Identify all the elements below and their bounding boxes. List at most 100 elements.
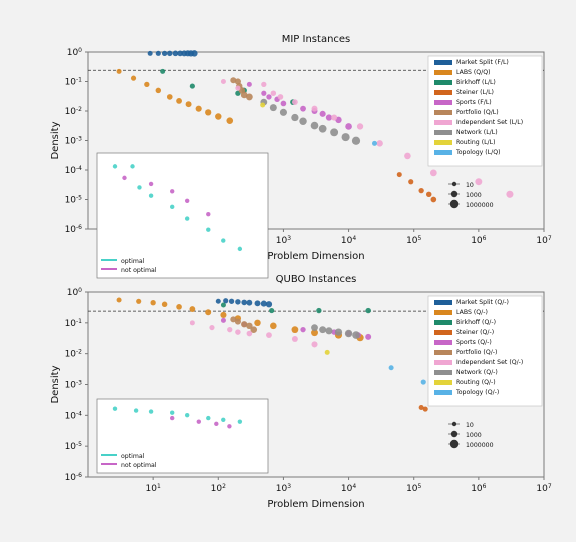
point-market_split [254,300,261,307]
point-steiner [422,406,428,412]
legend-swatch [434,120,452,125]
y-tick-base: 10 [67,48,79,58]
point-portfolio [234,318,241,325]
chart-title: MIP Instances [282,34,351,45]
x-tick-exponent: 1 [157,483,161,490]
y-tick-label: 10-1 [65,76,83,88]
point-independent_set [311,341,318,348]
point-market_split [228,298,235,304]
inset-point-optimal [133,408,139,413]
y-tick-exponent: -4 [76,165,82,172]
inset-point-not-optimal [196,419,201,424]
x-tick-label: 104 [341,483,356,495]
point-labs [116,68,122,74]
y-tick-base: 10 [65,350,77,360]
inset-point-not-optimal [122,175,127,181]
legend-swatch [434,140,452,145]
inset-legend-label: optimal [121,453,145,460]
legend-swatch [434,110,452,115]
point-portfolio [245,93,253,101]
x-tick-base: 10 [146,484,158,494]
y-tick-label: 100 [67,47,82,59]
legend-swatch [434,300,452,305]
x-tick-label: 107 [536,483,551,495]
inset-point-optimal [148,193,154,198]
point-labs [150,300,156,306]
point-independent_set [311,105,318,112]
point-market_split [191,50,198,57]
point-network [352,331,360,339]
point-network [341,133,350,142]
point-labs [130,75,137,81]
point-independent_set [261,81,267,88]
point-independent_set [475,178,483,186]
point-steiner [418,404,424,410]
inset-point-optimal [170,410,175,415]
size-legend-label: 10 [466,182,474,189]
point-market_split [161,50,168,57]
legend-label: Market Split (F/L) [456,59,509,66]
point-independent_set [246,330,253,337]
inset-point-optimal [148,409,154,414]
point-steiner [418,187,424,194]
legend-swatch [434,340,452,345]
point-network [310,121,319,130]
point-labs [215,113,222,120]
legend-label: Independent Set (Q/-) [456,359,523,366]
point-birkhoff [316,307,322,314]
y-tick-base: 10 [65,319,77,329]
point-portfolio [246,322,253,330]
point-independent_set [227,327,233,333]
inset-point-not-optimal [184,198,190,203]
legend-label: Routing (L/L) [456,139,496,146]
legend-swatch [434,330,452,335]
inset-point-optimal [170,204,175,210]
x-tick-base: 10 [536,484,548,494]
y-tick-exponent: -1 [76,317,82,324]
y-tick-label: 10-6 [65,224,83,236]
x-tick-label: 106 [471,235,486,247]
y-tick-base: 10 [65,442,77,452]
point-sports [319,110,326,117]
y-tick-base: 10 [65,107,77,117]
x-tick-exponent: 7 [548,235,552,242]
legend-swatch [434,360,452,365]
chart-title: QUBO Instances [276,274,357,285]
point-market_split [223,298,229,304]
point-market_split [265,301,273,308]
point-independent_set [506,190,514,198]
legend-label: Topology (L/Q) [455,149,501,156]
y-tick-base: 10 [65,411,77,421]
x-tick-exponent: 7 [548,483,552,490]
point-labs [195,105,202,112]
y-tick-exponent: 0 [78,287,82,294]
point-labs [254,319,261,327]
x-tick-base: 10 [276,236,288,246]
x-tick-base: 10 [471,484,483,494]
inset-point-optimal [112,164,118,169]
x-axis-label: Problem Dimension [267,499,364,510]
x-tick-exponent: 6 [483,235,487,242]
inset-point-not-optimal [206,211,211,217]
legend-label: Steiner (Q/-) [456,329,494,336]
point-independent_set [277,94,284,100]
point-independent_set [235,85,241,91]
point-independent_set [220,79,226,84]
y-tick-exponent: -4 [76,410,82,417]
point-birkhoff [160,68,166,74]
inset-point-optimal [137,185,142,190]
size-legend-label: 1000000 [466,202,494,209]
series-points [116,297,428,412]
inset-point-optimal [130,164,135,169]
point-birkhoff [365,307,371,314]
legend-label: Steiner (L/L) [456,89,494,96]
point-sports [280,100,287,107]
point-labs [161,301,168,308]
x-tick-base: 10 [536,236,548,246]
point-birkhoff [189,83,195,89]
legend-swatch [434,90,452,95]
x-tick-label: 103 [276,483,291,495]
y-tick-label: 10-2 [65,348,83,360]
